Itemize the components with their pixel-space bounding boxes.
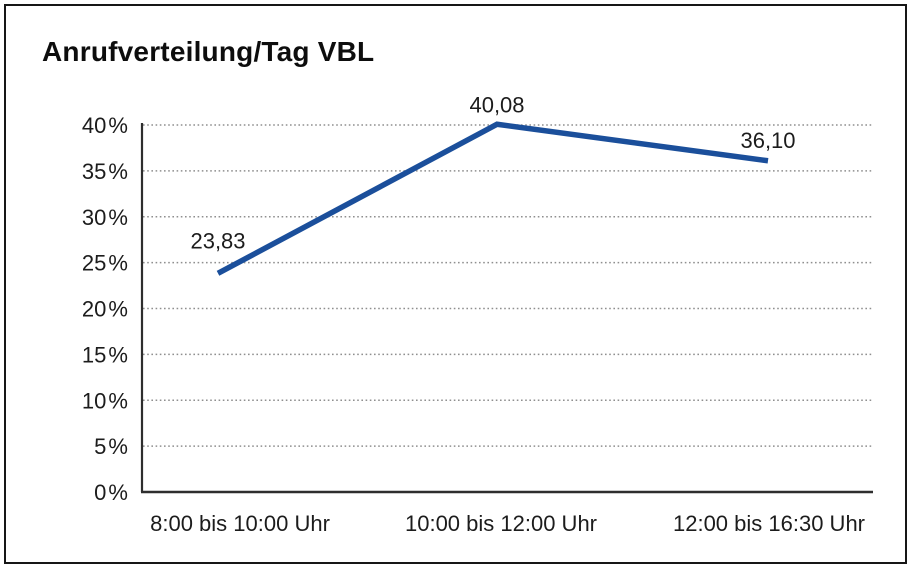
y-tick-label: 35 % bbox=[82, 159, 128, 184]
data-label: 40,08 bbox=[469, 92, 524, 117]
chart-title: Anrufverteilung/Tag VBL bbox=[42, 36, 375, 67]
y-tick-label: 10 % bbox=[82, 388, 128, 413]
y-tick-label: 30 % bbox=[82, 205, 128, 230]
x-tick-label: 12:00 bis 16:30 Uhr bbox=[673, 511, 865, 536]
y-tick-label: 15 % bbox=[82, 342, 128, 367]
y-tick-label: 25 % bbox=[82, 251, 128, 276]
data-label: 36,10 bbox=[740, 128, 795, 153]
y-tick-label: 5 % bbox=[94, 434, 128, 459]
x-tick-label: 10:00 bis 12:00 Uhr bbox=[405, 511, 597, 536]
y-tick-label: 0 % bbox=[94, 480, 128, 505]
y-tick-label: 40 % bbox=[82, 113, 128, 138]
data-label: 23,83 bbox=[190, 228, 245, 253]
y-tick-label: 20 % bbox=[82, 297, 128, 322]
x-tick-label: 8:00 bis 10:00 Uhr bbox=[150, 511, 330, 536]
data-line bbox=[216, 121, 769, 276]
chart-frame: Anrufverteilung/Tag VBL bbox=[4, 4, 907, 564]
